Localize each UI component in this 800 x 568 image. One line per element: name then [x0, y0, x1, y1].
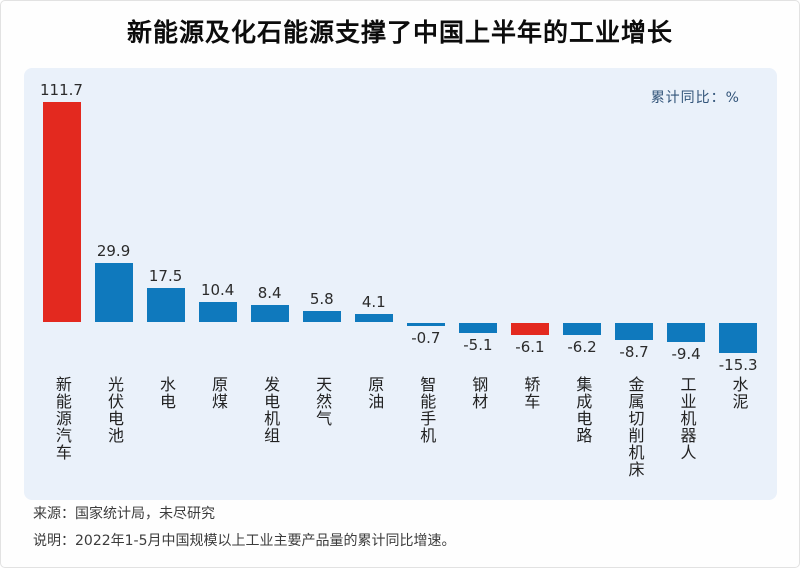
bar-category-label: 光伏电池: [104, 376, 124, 444]
bar: [354, 313, 393, 322]
bar-value-label: 4.1: [361, 292, 386, 311]
note-text: 说明：2022年1-5月中国规模以上工业主要产品量的累计同比增速。: [33, 532, 456, 549]
bar: [615, 323, 654, 341]
bar-value-label: 10.4: [200, 280, 235, 299]
bar: [510, 323, 549, 336]
bar-value-label: -9.4: [671, 344, 701, 363]
bar-category-label: 原煤: [209, 376, 229, 410]
bar-category-label: 工业机器人: [677, 376, 697, 461]
bar-column: -9.4 工业机器人: [660, 68, 712, 500]
bar-column: 17.5 水电: [140, 68, 192, 500]
bar-value-label: -6.2: [567, 338, 597, 357]
bar-value-label: -5.1: [463, 336, 493, 355]
bar-value-label: 5.8: [309, 289, 334, 308]
bar-value-label: -0.7: [411, 329, 441, 347]
bar-category-label: 水电: [156, 376, 176, 410]
source-text: 来源：国家统计局，未尽研究: [33, 506, 215, 522]
bar-category-label: 钢材: [469, 376, 489, 410]
bar-value-label: 29.9: [96, 242, 131, 261]
bar-column: 4.1 原油: [348, 68, 400, 500]
bar-column: -15.3 水泥: [712, 68, 764, 500]
bar-value-label: -15.3: [718, 356, 758, 375]
bar: [250, 305, 289, 322]
bar-column: 29.9 光伏电池: [88, 68, 140, 500]
bar: [146, 287, 185, 322]
bar-column: -6.1 轿车: [504, 68, 556, 500]
bar-category-label: 天然气: [313, 376, 333, 427]
bar-category-label: 新能源汽车: [52, 376, 72, 461]
bar: [198, 301, 237, 322]
chart-title: 新能源及化石能源支撑了中国上半年的工业增长: [126, 18, 673, 47]
bar-category-label: 集成电路: [573, 376, 593, 444]
bar-category-label: 原油: [365, 376, 385, 410]
unit-label: 累计同比：%: [650, 90, 740, 106]
bar: [42, 101, 81, 322]
bar: [667, 323, 706, 342]
bar-category-label: 轿车: [521, 376, 541, 410]
bar-column: -5.1 钢材: [452, 68, 504, 500]
bar: [406, 323, 445, 326]
bar-category-label: 金属切削机床: [625, 376, 645, 478]
bar-column: 111.7 新能源汽车: [36, 68, 88, 500]
bar: [302, 310, 341, 322]
bar-category-label: 水泥: [729, 376, 749, 410]
bar: [94, 263, 133, 322]
bar-column: -0.7 智能手机: [400, 68, 452, 500]
bar-value-label: -8.7: [619, 343, 649, 362]
bar-column: 8.4 发电机组: [244, 68, 296, 500]
bar: [563, 323, 601, 336]
bar-column: 10.4 原煤: [192, 68, 244, 500]
bar-category-label: 智能手机: [417, 376, 437, 444]
bar: [458, 323, 497, 334]
bar-category-label: 发电机组: [261, 376, 281, 444]
bar-value-label: -6.1: [515, 338, 545, 357]
chart-area: 累计同比：% 111.7 新能源汽车 29.9 光伏电池 17.5 水电 10.4 原煤 8.4…: [24, 68, 777, 500]
bar-column: -6.2 集成电路: [556, 68, 608, 500]
bar-column: 5.8 天然气: [296, 68, 348, 500]
bar-value-label: 17.5: [148, 266, 183, 285]
bar-value-label: 8.4: [257, 284, 282, 303]
bar-value-label: 111.7: [40, 80, 83, 99]
bar-column: -8.7 金属切削机床: [608, 68, 660, 500]
chart-footer: 来源：国家统计局，未尽研究 说明：2022年1-5月中国规模以上工业主要产品量的…: [33, 501, 773, 554]
bar: [719, 323, 758, 354]
